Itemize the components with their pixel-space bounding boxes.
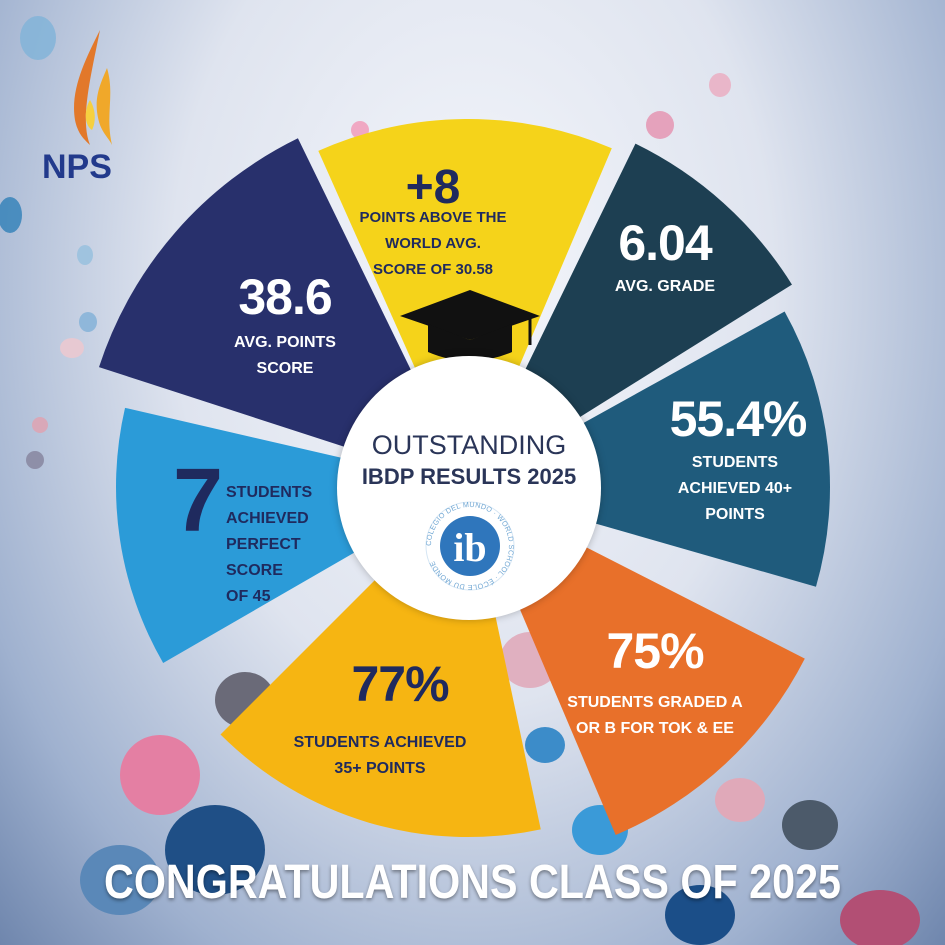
top-value: +8 [405,161,461,214]
thirtyfive-label: STUDENTS ACHIEVED 35+ POINTS [293,734,467,777]
wedge-forty [468,311,830,587]
nps-flame-logo-icon [74,30,112,145]
center-subtitle: IBDP RESULTS 2025 [361,464,577,489]
avg-label: AVG. POINTS SCORE [234,334,336,377]
nps-logo: NPS [42,148,112,186]
graduation-cap-icon [400,290,540,361]
grade-value: 6.04 [618,215,712,271]
footer-banner: CONGRATULATIONS CLASS OF 2025 [104,856,841,909]
center-title: OUTSTANDING [371,430,567,460]
top-label: POINTS ABOVE THE WORLD AVG. SCORE OF 30.58 [359,209,507,278]
avg-value: 38.6 [238,269,332,325]
perfect-value: 7 [172,451,224,551]
center-circle: OUTSTANDING IBDP RESULTS 2025 COLEGIO DE… [337,356,601,620]
tok-label: STUDENTS GRADED A OR B FOR TOK & EE [567,694,743,737]
ib-badge-text: ib [453,525,486,570]
forty-label: STUDENTS ACHIEVED 40+ POINTS [677,454,793,523]
tok-value: 75% [606,623,704,679]
thirtyfive-value: 77% [351,656,449,712]
forty-value: 55.4% [669,391,808,447]
grade-label: AVG. GRADE [614,278,716,295]
perfect-label: STUDENTS ACHIEVED PERFECT SCORE OF 45 [226,484,313,605]
ib-logo-icon: COLEGIO DEL MUNDO · WORLD SCHOOL · ÉCOLE… [424,500,516,592]
